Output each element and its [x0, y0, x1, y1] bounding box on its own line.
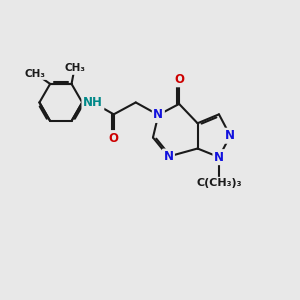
Text: O: O: [174, 73, 184, 86]
Text: N: N: [153, 108, 163, 122]
Text: N: N: [164, 150, 173, 163]
Text: N: N: [214, 151, 224, 164]
Text: CH₃: CH₃: [64, 64, 85, 74]
Text: NH: NH: [83, 96, 103, 109]
Text: CH₃: CH₃: [25, 68, 46, 79]
Text: O: O: [109, 132, 119, 145]
Text: C(CH₃)₃: C(CH₃)₃: [196, 178, 242, 188]
Text: N: N: [225, 129, 235, 142]
